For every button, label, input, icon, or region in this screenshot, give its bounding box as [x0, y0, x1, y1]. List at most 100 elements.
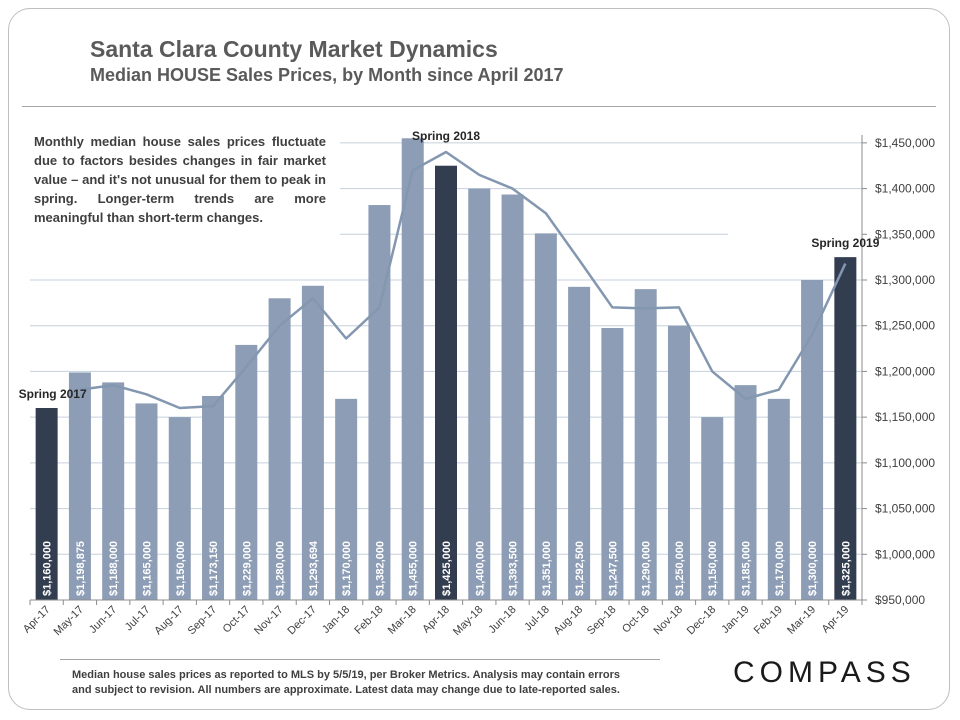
bar-value-label: $1,198,875 [75, 541, 87, 596]
bar-value-label: $1,188,000 [108, 541, 120, 596]
y-tick-label: $1,450,000 [875, 136, 935, 150]
bar [667, 325, 690, 600]
bar [634, 289, 657, 600]
y-tick-label: $1,200,000 [875, 364, 935, 378]
x-tick-label: Sep-17 [186, 604, 220, 638]
y-tick-label: $1,000,000 [875, 547, 935, 561]
x-tick-label: Jul-18 [522, 604, 552, 634]
y-tick-label: $1,350,000 [875, 227, 935, 241]
bar [468, 188, 491, 601]
bar [135, 403, 158, 600]
bar [435, 165, 457, 600]
x-tick-label: Sep-18 [585, 604, 619, 638]
x-tick-label: May-18 [451, 604, 485, 638]
x-tick-label: Nov-17 [252, 604, 286, 638]
x-tick-label: Aug-18 [552, 604, 586, 638]
bar-value-label: $1,325,000 [840, 541, 852, 596]
bar-value-label: $1,170,000 [774, 541, 786, 596]
footer-line-1: Median house sales prices as reported to… [72, 669, 620, 681]
bar-value-label: $1,150,000 [707, 541, 719, 596]
bar-value-label: $1,351,000 [541, 541, 553, 596]
x-tick-label: Jan-19 [719, 604, 751, 636]
bar-value-label: $1,160,000 [42, 541, 54, 596]
bar-value-label: $1,185,000 [741, 541, 753, 596]
x-tick-label: Oct-17 [221, 604, 253, 636]
page-subtitle: Median HOUSE Sales Prices, by Month sinc… [90, 65, 564, 85]
bar [834, 257, 857, 600]
x-tick-label: Nov-18 [652, 604, 686, 638]
title-divider [22, 106, 936, 107]
bar-value-label: $1,292,500 [574, 541, 586, 596]
x-tick-label: Jun-17 [87, 604, 119, 636]
bar [601, 328, 624, 600]
x-tick-label: May-17 [52, 604, 86, 638]
y-tick-label: $1,050,000 [875, 502, 935, 516]
spring-annotation: Spring 2019 [811, 236, 879, 250]
bar-value-label: $1,293,694 [308, 540, 320, 596]
y-tick-label: $1,150,000 [875, 410, 935, 424]
bar-value-label: $1,250,000 [674, 541, 686, 596]
bar-value-label: $1,173,150 [208, 541, 220, 596]
bar [202, 395, 225, 600]
annotations: Spring 2017 Spring 2018 Spring 2019 [19, 129, 880, 401]
compass-logo: COMPASS [733, 656, 916, 689]
y-tick-label: $1,250,000 [875, 319, 935, 333]
bar [68, 372, 91, 600]
spring-annotation: Spring 2017 [19, 387, 87, 401]
bar [767, 398, 790, 600]
bar-value-label: $1,382,000 [374, 541, 386, 596]
x-tick-label: Feb-18 [352, 604, 385, 637]
bar [268, 298, 291, 600]
bar [401, 138, 424, 601]
y-tick-label: $1,400,000 [875, 182, 935, 196]
x-tick-label: Apr-18 [420, 604, 452, 636]
bar-value-label: $1,393,500 [508, 541, 520, 596]
footer-note: Median house sales prices as reported to… [72, 668, 682, 698]
bar [534, 233, 557, 600]
x-tick-label: Oct-18 [620, 604, 652, 636]
chart-note: Monthly median house sales prices fluctu… [34, 134, 326, 225]
x-tick-label: Apr-17 [21, 604, 53, 636]
bar [168, 417, 191, 600]
bar [368, 205, 391, 600]
bar-value-label: $1,290,000 [641, 541, 653, 596]
bar-value-label: $1,229,000 [241, 541, 253, 596]
footer-divider [60, 659, 660, 660]
x-tick-label: Feb-19 [752, 604, 785, 637]
bar-value-label: $1,280,000 [275, 541, 287, 596]
bar [235, 344, 258, 600]
x-tick-label: Dec-18 [685, 604, 719, 638]
bar [801, 280, 824, 600]
bar-value-label: $1,150,000 [175, 541, 187, 596]
x-tick-label: Mar-18 [386, 604, 419, 637]
bar [701, 417, 724, 600]
y-tick-label: $950,000 [875, 593, 925, 607]
page-title: Santa Clara County Market Dynamics [90, 36, 498, 62]
footer-line-2: and subject to revision. All numbers are… [72, 684, 620, 696]
bar [501, 194, 524, 600]
bar-value-label: $1,170,000 [341, 541, 353, 596]
trend-line-group [79, 150, 847, 410]
bar [335, 398, 358, 600]
bar-value-label: $1,165,000 [141, 541, 153, 596]
x-tick-label: Mar-19 [785, 604, 818, 637]
x-tick-label: Aug-17 [152, 604, 186, 638]
x-tick-label: Jul-17 [123, 604, 153, 634]
spring-annotation: Spring 2018 [412, 129, 480, 143]
bar-value-label: $1,425,000 [441, 541, 453, 596]
bar-value-label: $1,247,500 [607, 541, 619, 596]
bar [734, 385, 757, 600]
bar-value-label: $1,455,000 [408, 541, 420, 596]
x-tick-label: Jan-18 [320, 604, 352, 636]
y-tick-label: $1,300,000 [875, 273, 935, 287]
bar [568, 286, 591, 600]
x-tick-label: Dec-17 [285, 604, 319, 638]
bar-value-label: $1,400,000 [474, 541, 486, 596]
x-tick-label: Apr-19 [820, 604, 852, 636]
bar [102, 382, 125, 600]
x-tick-label: Jun-18 [486, 604, 518, 636]
trend-line [79, 150, 847, 410]
bar-value-label: $1,300,000 [807, 541, 819, 596]
bars [35, 138, 857, 601]
